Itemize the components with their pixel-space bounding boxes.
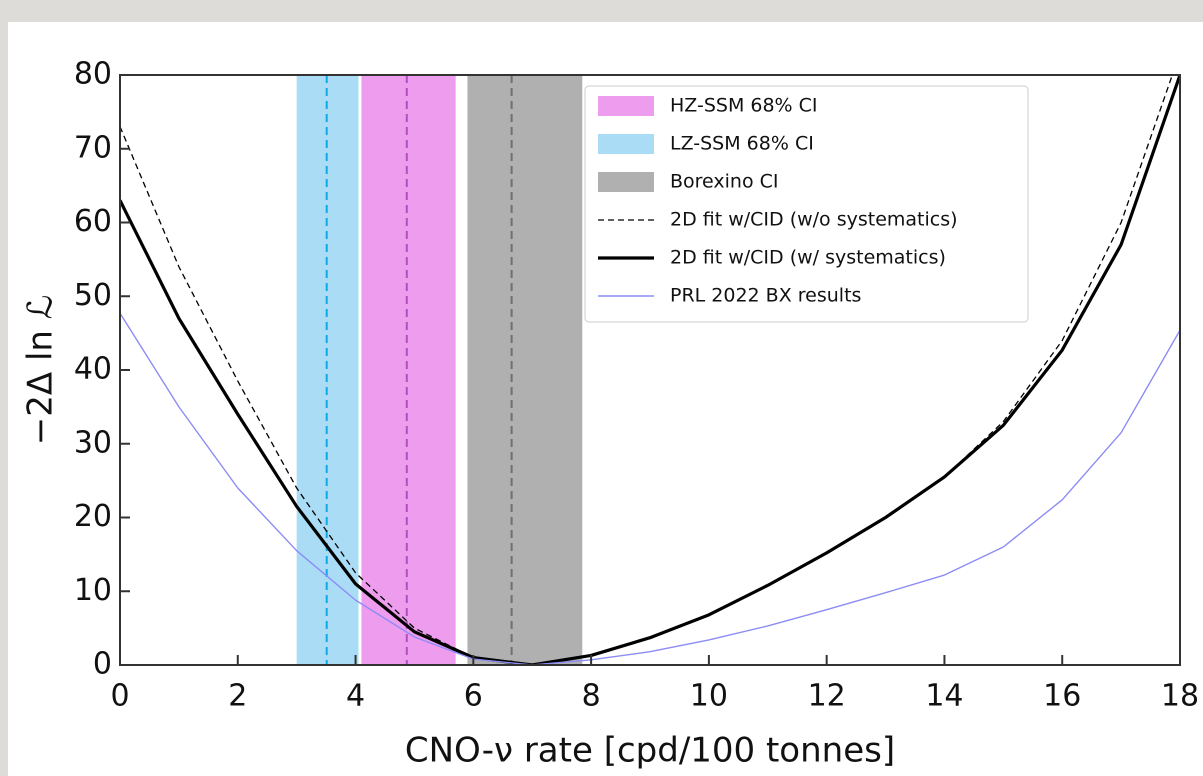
legend-label: 2D fit w/CID (w/ systematics) — [670, 247, 946, 269]
y-tick-label: 0 — [93, 647, 112, 682]
legend-label: LZ-SSM 68% CI — [670, 133, 814, 155]
legend-swatch — [598, 134, 654, 154]
y-tick-label: 30 — [74, 425, 112, 460]
x-tick-label: 16 — [1043, 679, 1081, 714]
x-tick-label: 8 — [582, 679, 601, 714]
x-tick-label: 18 — [1161, 679, 1199, 714]
legend-label: HZ-SSM 68% CI — [670, 95, 818, 117]
x-tick-label: 4 — [346, 679, 365, 714]
x-tick-label: 12 — [808, 679, 846, 714]
legend-label: Borexino CI — [670, 171, 779, 193]
y-tick-label: 70 — [74, 130, 112, 165]
curve — [120, 75, 1180, 665]
x-tick-label: 0 — [110, 679, 129, 714]
y-tick-label: 60 — [74, 204, 112, 239]
curve — [120, 312, 1180, 665]
y-tick-label: 20 — [74, 499, 112, 534]
legend-swatch — [598, 96, 654, 116]
ci-band — [361, 75, 456, 665]
x-tick-label: 2 — [228, 679, 247, 714]
ci-band — [467, 75, 583, 665]
legend-label: PRL 2022 BX results — [670, 285, 861, 307]
legend-label: 2D fit w/CID (w/o systematics) — [670, 209, 958, 231]
y-tick-label: 50 — [74, 278, 112, 313]
y-tick-label: 80 — [74, 57, 112, 92]
y-tick-label: 10 — [74, 573, 112, 608]
x-tick-label: 10 — [690, 679, 728, 714]
y-tick-label: 40 — [74, 352, 112, 387]
x-tick-label: 6 — [464, 679, 483, 714]
x-tick-label: 14 — [925, 679, 963, 714]
y-axis-label: −2Δ ln ℒ — [21, 295, 61, 445]
legend-box — [584, 85, 1029, 323]
x-axis-label: CNO-ν rate [cpd/100 tonnes] — [405, 731, 895, 771]
legend-swatch — [598, 172, 654, 192]
